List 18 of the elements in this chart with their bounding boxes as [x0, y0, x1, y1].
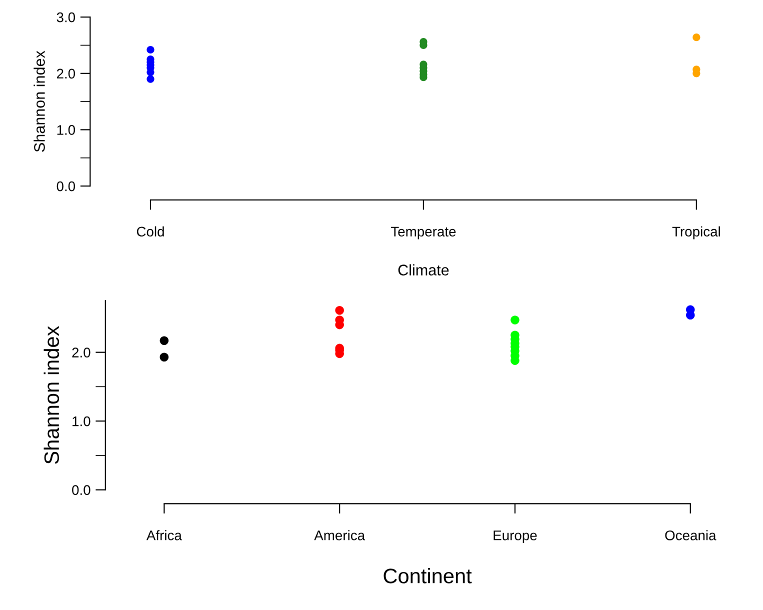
x-tick-label: Oceania [665, 530, 716, 540]
y-tick-label: 0.0 [56, 181, 76, 192]
y-tick-label: 3.0 [56, 12, 76, 22]
x-tick-label: Cold [136, 226, 164, 237]
y-tick-label: 2.0 [72, 348, 90, 358]
x-tick-label: Tropical [672, 226, 720, 240]
x-tick-label: America [314, 530, 366, 540]
x-tick-label: Temperate [390, 226, 456, 240]
x-axis-title: Continent [384, 568, 472, 584]
y-tick-label: 1.0 [72, 416, 90, 426]
y-axis-title: Shannon index [34, 50, 45, 152]
y-axis-title: Shannon index [44, 326, 60, 464]
x-axis-title: Climate [398, 264, 449, 276]
y-tick-label: 0.0 [72, 485, 90, 495]
x-tick-label: Europe [494, 530, 537, 544]
y-tick-label: 1.0 [57, 125, 76, 135]
x-tick-label: Africa [146, 530, 182, 540]
y-tick-label: 2.0 [56, 68, 76, 79]
